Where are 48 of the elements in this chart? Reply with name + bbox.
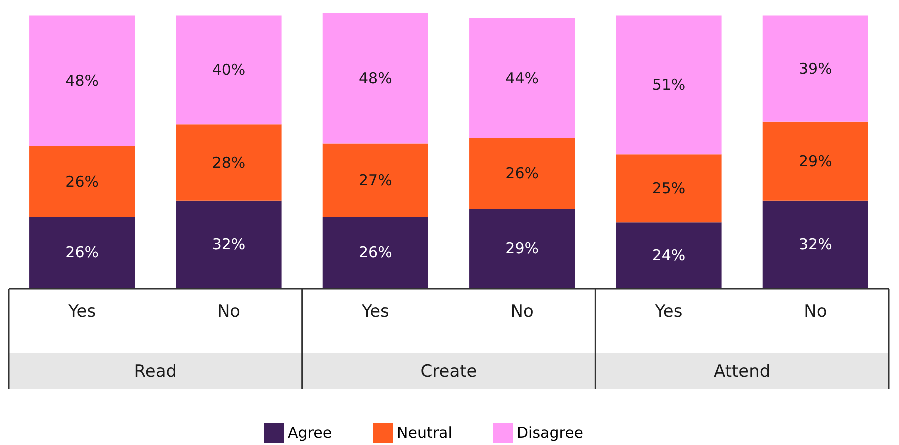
data-label: 44% <box>506 69 540 88</box>
data-label: 29% <box>506 240 540 258</box>
data-label: 27% <box>358 171 392 190</box>
bar <box>322 13 428 144</box>
data-label: 24% <box>652 246 686 264</box>
data-label: 32% <box>212 235 246 254</box>
data-label: 25% <box>652 180 686 198</box>
bar <box>616 154 722 223</box>
bar <box>176 124 282 201</box>
x-tick-label: No <box>804 302 828 322</box>
data-label: 51% <box>652 76 686 94</box>
text: Attend <box>714 362 771 382</box>
bar <box>470 18 576 138</box>
text: Create <box>420 362 478 382</box>
bar <box>616 16 722 155</box>
data-label: 39% <box>798 60 832 78</box>
bar <box>616 222 722 288</box>
data-label: 32% <box>798 235 832 254</box>
x-tick-label: No <box>510 302 534 322</box>
bar <box>470 138 576 210</box>
legend-label: Neutral <box>397 424 452 442</box>
bar <box>176 200 282 288</box>
data-label: 26% <box>358 244 392 262</box>
data-label: 48% <box>66 72 100 90</box>
bar <box>762 200 868 288</box>
bar <box>176 16 282 125</box>
bar <box>30 16 136 146</box>
legend-label: Disagree <box>517 424 584 442</box>
text: Read <box>134 362 178 382</box>
bar <box>762 16 868 122</box>
data-label: 26% <box>66 172 100 191</box>
bar <box>322 144 428 218</box>
x-tick-label: Yes <box>68 302 96 322</box>
data-label: 28% <box>212 154 246 172</box>
x-tick-label: Yes <box>654 302 683 322</box>
data-label: 26% <box>66 244 100 262</box>
data-label: 29% <box>798 152 832 170</box>
data-label: 40% <box>212 61 246 80</box>
bar <box>30 217 136 288</box>
bar <box>470 209 576 288</box>
bar <box>322 217 428 288</box>
legend-label: Agree <box>288 424 332 442</box>
data-label: 48% <box>358 69 392 88</box>
bar <box>762 122 868 201</box>
x-tick-label: Yes <box>360 302 390 322</box>
x-tick-label: No <box>217 302 241 322</box>
bar <box>30 146 136 218</box>
data-label: 26% <box>506 164 540 183</box>
